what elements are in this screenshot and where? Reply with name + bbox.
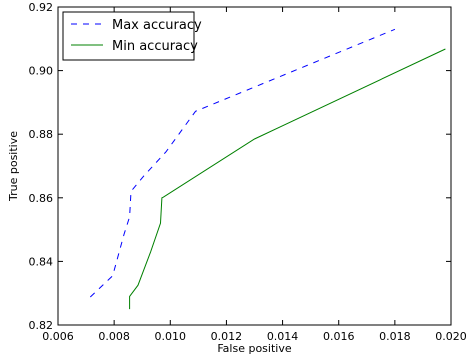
y-tick-label: 0.82 — [29, 319, 54, 332]
y-tick-label: 0.92 — [29, 1, 54, 14]
x-tick-label: 0.010 — [155, 330, 187, 343]
x-tick-label: 0.018 — [379, 330, 411, 343]
x-tick-label: 0.016 — [323, 330, 355, 343]
y-tick-label: 0.90 — [29, 65, 54, 78]
legend-label-max-accuracy: Max accuracy — [112, 18, 202, 33]
legend-box — [62, 11, 195, 61]
x-tick-label: 0.020 — [435, 330, 467, 343]
series-line-max-accuracy — [89, 28, 396, 298]
y-tick-label: 0.86 — [29, 192, 54, 205]
x-tick-label: 0.012 — [211, 330, 243, 343]
x-tick-label: 0.008 — [98, 330, 130, 343]
y-tick-label: 0.84 — [29, 255, 54, 268]
x-tick-label: 0.006 — [42, 330, 74, 343]
legend-label-min-accuracy: Min accuracy — [112, 39, 198, 54]
plot-frame — [57, 6, 452, 326]
series-line-min-accuracy — [129, 48, 446, 310]
y-tick-label: 0.88 — [29, 128, 54, 141]
x-tick-label: 0.014 — [267, 330, 299, 343]
legend: Max accuracy Min accuracy — [62, 11, 202, 61]
y-axis-label: True positive — [7, 131, 20, 202]
x-axis-label: False positive — [217, 342, 291, 355]
